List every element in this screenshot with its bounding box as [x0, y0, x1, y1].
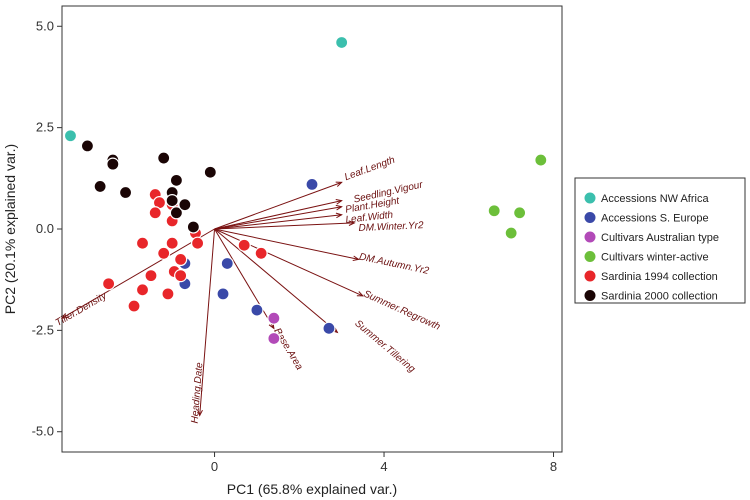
data-point — [174, 252, 188, 267]
legend-label: Accessions NW Africa — [601, 193, 709, 205]
loading-vector — [61, 228, 215, 319]
y-axis-title: PC2 (20.1% explained var.) — [2, 144, 18, 314]
data-point — [80, 139, 95, 153]
data-point — [250, 303, 264, 317]
legend-marker — [583, 211, 597, 224]
legend-label: Cultivars winter-active — [601, 252, 709, 264]
data-point — [190, 236, 205, 250]
legend-label: Cultivars Australian type — [601, 232, 719, 244]
legend-marker — [583, 250, 597, 263]
legend-box — [574, 177, 746, 304]
data-point — [203, 165, 217, 179]
data-point — [161, 287, 175, 301]
data-point — [157, 246, 171, 260]
data-point — [174, 269, 188, 283]
data-point — [487, 204, 501, 218]
vector-arrowhead — [197, 409, 203, 417]
data-point — [135, 283, 150, 297]
data-point — [267, 311, 281, 325]
vector-arrowhead — [356, 291, 365, 297]
data-point — [165, 194, 179, 208]
y-tick-label: 5.0 — [36, 18, 54, 33]
x-tick-label: 0 — [211, 459, 218, 474]
x-axis-title: PC1 (65.8% explained var.) — [227, 481, 397, 497]
data-point — [135, 236, 150, 250]
data-point — [127, 299, 141, 313]
data-point — [237, 238, 251, 252]
data-point — [267, 331, 281, 346]
data-point — [220, 256, 234, 271]
loading-vector — [214, 228, 338, 333]
legend: Accessions NW Africa Accessions S. Europe… — [574, 177, 746, 304]
data-point — [186, 220, 200, 234]
data-point — [335, 35, 349, 50]
data-point — [513, 206, 527, 220]
legend-marker — [583, 289, 597, 302]
data-point — [118, 185, 133, 200]
data-point — [169, 173, 184, 187]
data-point — [305, 177, 319, 191]
loading-vector — [214, 222, 355, 230]
vector-arrowhead — [348, 220, 356, 226]
data-point — [534, 153, 548, 167]
x-tick-label: 8 — [550, 459, 557, 474]
loading-vector — [214, 228, 359, 260]
x-tick-label: 4 — [380, 459, 387, 474]
data-point — [63, 129, 78, 143]
legend-label: Accessions S. Europe — [601, 213, 709, 225]
data-point — [148, 206, 162, 220]
legend-marker — [583, 191, 597, 205]
loading-vector — [199, 228, 216, 416]
data-point — [322, 321, 336, 335]
legend-label: Sardinia 1994 collection — [601, 271, 718, 283]
legend-entries: Accessions NW Africa Accessions S. Europe… — [583, 191, 719, 303]
data-point — [254, 246, 268, 260]
axis-ticks: 0 4 8 5.0 2.5 0.0 -2.5 -5.0 — [32, 18, 558, 474]
plot-panel — [61, 5, 563, 453]
vector-arrowhead — [335, 199, 343, 205]
legend-label: Sardinia 2000 collection — [601, 291, 718, 303]
vector-arrowhead — [335, 204, 343, 211]
data-point — [157, 151, 171, 165]
legend-marker — [583, 269, 597, 283]
vector-label: DM.Winter.Yr2 — [358, 220, 424, 234]
vector-label: Leaf.Width — [345, 210, 394, 226]
data-point — [106, 157, 120, 171]
y-tick-label: 2.5 — [36, 120, 54, 135]
data-point — [216, 287, 230, 301]
data-point — [144, 269, 158, 283]
data-point — [165, 236, 179, 250]
loading-vector — [214, 228, 275, 329]
loading-vector — [214, 214, 342, 230]
legend-marker — [583, 230, 597, 244]
vector-label: Heading.Date — [190, 362, 206, 424]
vector-arrowhead — [335, 181, 343, 187]
data-point — [93, 179, 107, 194]
vector-arrowhead — [352, 255, 360, 262]
loading-vector — [214, 206, 342, 230]
y-tick-label: -5.0 — [32, 424, 54, 439]
data-point — [169, 206, 184, 220]
y-tick-label: 0.0 — [36, 221, 54, 236]
loading-vector — [214, 228, 364, 297]
data-point — [504, 226, 518, 240]
y-tick-label: -2.5 — [32, 322, 54, 337]
vector-arrowhead — [60, 313, 69, 319]
vector-arrowhead — [335, 212, 343, 219]
data-point — [102, 277, 116, 291]
loading-vector — [214, 181, 342, 230]
data-points — [63, 35, 548, 346]
loading-vector — [214, 200, 342, 230]
data-point — [178, 198, 192, 212]
